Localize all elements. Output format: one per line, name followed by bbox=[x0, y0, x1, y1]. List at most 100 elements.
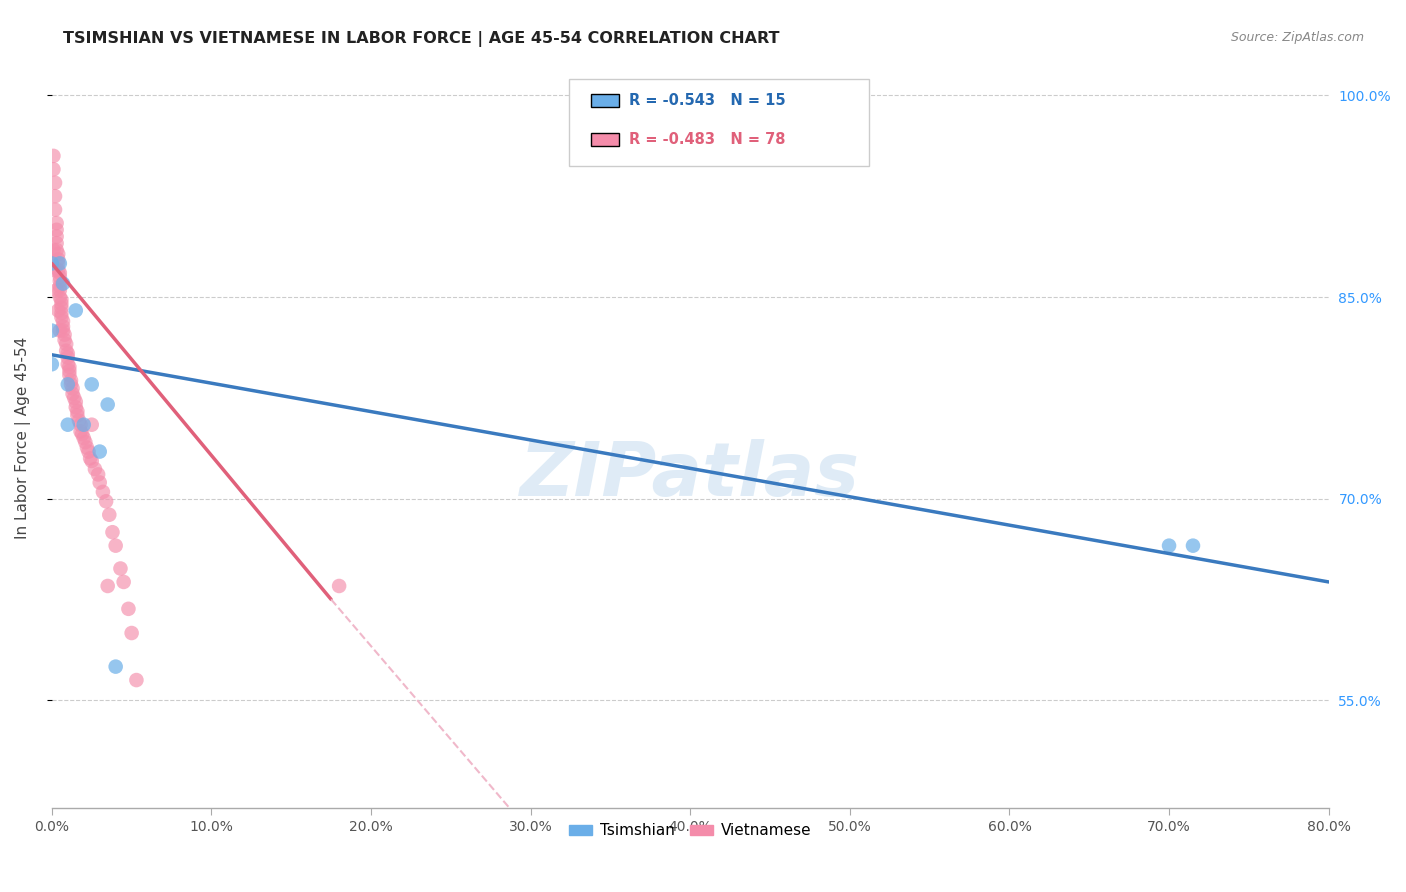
Point bbox=[73, 417, 96, 432]
Point bbox=[112, 574, 135, 589]
Point bbox=[51, 310, 73, 325]
Point bbox=[56, 357, 79, 371]
Y-axis label: In Labor Force | Age 45-54: In Labor Force | Age 45-54 bbox=[15, 337, 31, 540]
Point bbox=[89, 475, 111, 490]
Point bbox=[45, 223, 67, 237]
Point bbox=[56, 377, 79, 392]
FancyBboxPatch shape bbox=[591, 133, 619, 146]
Point bbox=[49, 274, 72, 288]
Point bbox=[52, 314, 75, 328]
Point bbox=[51, 306, 73, 320]
Point bbox=[49, 283, 72, 297]
Point bbox=[51, 297, 73, 311]
Point bbox=[55, 343, 77, 358]
Point bbox=[328, 579, 350, 593]
Point bbox=[49, 256, 72, 270]
Point bbox=[65, 303, 87, 318]
Point bbox=[41, 324, 63, 338]
Point bbox=[98, 508, 121, 522]
Point bbox=[46, 256, 69, 270]
Point bbox=[76, 441, 98, 455]
Point bbox=[46, 247, 69, 261]
Point bbox=[49, 324, 72, 338]
Point bbox=[69, 425, 91, 439]
Point bbox=[52, 277, 75, 291]
Point bbox=[49, 279, 72, 293]
Point bbox=[45, 243, 67, 257]
Point bbox=[73, 431, 96, 445]
Point bbox=[1181, 539, 1204, 553]
Point bbox=[104, 539, 127, 553]
Point bbox=[56, 346, 79, 360]
Point bbox=[45, 229, 67, 244]
Point bbox=[44, 176, 66, 190]
Point bbox=[101, 525, 124, 540]
Point bbox=[121, 626, 143, 640]
Text: R = -0.483   N = 78: R = -0.483 N = 78 bbox=[628, 132, 786, 147]
Point bbox=[41, 357, 63, 371]
Point bbox=[65, 394, 87, 409]
Point bbox=[65, 401, 87, 415]
Point bbox=[1157, 539, 1180, 553]
Point bbox=[80, 377, 103, 392]
Point bbox=[70, 427, 93, 442]
Point bbox=[104, 659, 127, 673]
Point bbox=[46, 303, 69, 318]
Text: Source: ZipAtlas.com: Source: ZipAtlas.com bbox=[1230, 31, 1364, 45]
Point bbox=[45, 216, 67, 230]
Point bbox=[59, 377, 82, 392]
Point bbox=[46, 252, 69, 267]
Point bbox=[56, 417, 79, 432]
Point bbox=[84, 462, 107, 476]
Point bbox=[59, 373, 82, 387]
Point bbox=[44, 189, 66, 203]
Point bbox=[49, 290, 72, 304]
Point bbox=[97, 398, 120, 412]
Point bbox=[44, 202, 66, 217]
Point bbox=[94, 494, 117, 508]
FancyBboxPatch shape bbox=[569, 78, 869, 166]
Point bbox=[56, 351, 79, 365]
Point bbox=[58, 364, 80, 378]
Point bbox=[55, 337, 77, 351]
Point bbox=[51, 293, 73, 307]
Point bbox=[52, 324, 75, 338]
Point bbox=[52, 319, 75, 334]
Point bbox=[91, 484, 114, 499]
Point bbox=[49, 266, 72, 280]
Point bbox=[117, 602, 139, 616]
Point bbox=[69, 417, 91, 432]
FancyBboxPatch shape bbox=[591, 94, 619, 107]
Point bbox=[62, 381, 84, 395]
Point bbox=[49, 269, 72, 284]
Point bbox=[80, 417, 103, 432]
Point bbox=[89, 444, 111, 458]
Point bbox=[46, 263, 69, 277]
Point bbox=[45, 283, 67, 297]
Point bbox=[53, 327, 76, 342]
Point bbox=[44, 263, 66, 277]
Point bbox=[66, 404, 89, 418]
Point bbox=[45, 236, 67, 251]
Text: ZIPatlas: ZIPatlas bbox=[520, 439, 860, 512]
Point bbox=[58, 368, 80, 382]
Point bbox=[110, 561, 132, 575]
Point bbox=[62, 386, 84, 401]
Point bbox=[87, 467, 110, 482]
Legend: Tsimshian, Vietnamese: Tsimshian, Vietnamese bbox=[564, 817, 817, 845]
Point bbox=[79, 451, 101, 466]
Text: TSIMSHIAN VS VIETNAMESE IN LABOR FORCE | AGE 45-54 CORRELATION CHART: TSIMSHIAN VS VIETNAMESE IN LABOR FORCE |… bbox=[63, 31, 780, 47]
Point bbox=[75, 435, 97, 450]
Point bbox=[125, 673, 148, 687]
Point bbox=[42, 149, 65, 163]
Point bbox=[51, 301, 73, 315]
Point bbox=[42, 243, 65, 257]
Point bbox=[53, 333, 76, 347]
Point bbox=[63, 391, 86, 405]
Point bbox=[77, 444, 100, 458]
Text: R = -0.543   N = 15: R = -0.543 N = 15 bbox=[628, 93, 786, 108]
Point bbox=[97, 579, 120, 593]
Point bbox=[67, 414, 90, 428]
Point bbox=[41, 256, 63, 270]
Point bbox=[58, 359, 80, 374]
